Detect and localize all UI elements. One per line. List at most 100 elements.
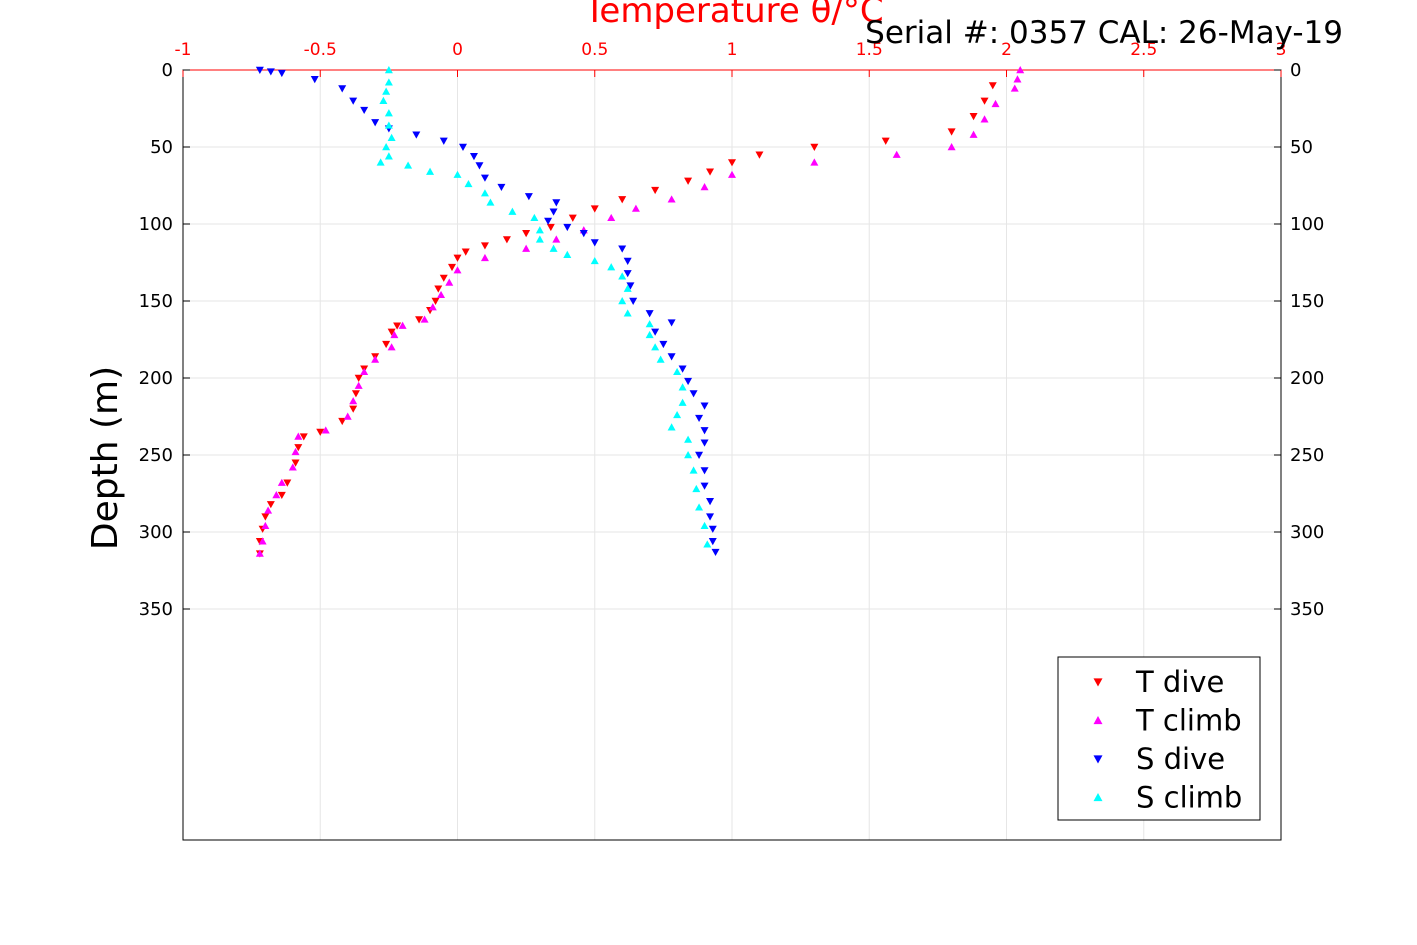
data-point: [426, 167, 435, 175]
data-point: [393, 322, 402, 330]
series-t-dive: [255, 82, 997, 558]
data-point: [453, 266, 462, 274]
y-tick-label: 300: [139, 522, 173, 543]
data-point: [412, 131, 421, 139]
legend-label: T climb: [1135, 704, 1242, 738]
data-point: [291, 447, 300, 456]
data-point: [623, 284, 632, 292]
data-point: [530, 213, 539, 222]
x-tick-label: 0.5: [581, 40, 608, 60]
data-point: [291, 459, 300, 467]
data-point: [382, 143, 391, 151]
data-point: [695, 503, 704, 511]
x-tick-label: 2.5: [1130, 40, 1157, 60]
data-point: [261, 521, 270, 530]
data-point: [384, 66, 393, 74]
data-point: [579, 230, 588, 238]
data-point: [360, 106, 369, 115]
y-tick-label-right: 300: [1290, 522, 1324, 543]
data-point: [549, 244, 558, 252]
y-tick-label: 200: [139, 368, 173, 389]
data-point: [667, 319, 676, 327]
legend-marker: [1093, 716, 1103, 725]
data-point: [623, 257, 632, 265]
data-point: [497, 183, 506, 192]
data-point: [316, 428, 325, 436]
x-tick-label: -0.5: [304, 40, 337, 60]
data-point: [667, 423, 676, 431]
data-point: [700, 427, 709, 435]
legend: T dive T climb S dive S climb: [1057, 656, 1261, 821]
data-point: [1013, 75, 1022, 83]
data-point: [354, 381, 363, 389]
data-point: [631, 204, 640, 212]
data-point: [708, 525, 717, 533]
legend-label: S climb: [1136, 781, 1242, 815]
data-point: [645, 310, 654, 318]
data-point: [892, 150, 901, 158]
chart-title: Temperature θ/°C: [583, 0, 883, 31]
data-point: [695, 414, 704, 423]
data-point: [360, 367, 369, 376]
data-point: [700, 402, 709, 410]
data-point: [700, 482, 709, 490]
x-tick-label: 2: [1001, 40, 1012, 60]
data-point: [508, 207, 517, 215]
data-point: [398, 321, 407, 329]
data-point: [382, 87, 391, 95]
data-point: [678, 365, 687, 373]
legend-marker: [1093, 755, 1103, 764]
data-point: [618, 297, 627, 305]
data-point: [618, 272, 627, 280]
data-point: [464, 179, 473, 188]
data-point: [272, 491, 281, 499]
y-tick-label-right: 100: [1290, 214, 1324, 235]
data-point: [969, 130, 978, 138]
data-point: [404, 161, 413, 169]
data-point: [264, 506, 273, 514]
y-tick-label: 150: [139, 291, 173, 312]
data-point: [991, 99, 1000, 108]
data-point: [266, 501, 275, 509]
data-point: [371, 355, 380, 363]
y-tick-label-right: 200: [1290, 368, 1324, 389]
data-point: [645, 320, 654, 328]
data-point: [453, 254, 462, 262]
legend-box: [1057, 656, 1261, 821]
data-point: [415, 316, 424, 324]
data-point: [700, 467, 709, 475]
y-tick-label-right: 50: [1290, 137, 1313, 158]
data-point: [678, 398, 687, 406]
data-point: [695, 451, 704, 459]
data-point: [692, 484, 701, 493]
data-point: [700, 183, 709, 191]
data-point: [288, 463, 297, 471]
x-tick-label: -1: [175, 40, 192, 60]
data-point: [354, 374, 363, 382]
data-point: [343, 412, 352, 420]
data-point: [552, 199, 561, 207]
data-point: [706, 168, 715, 176]
data-point: [379, 96, 388, 104]
data-point: [700, 439, 709, 447]
data-point: [351, 390, 360, 398]
y-tick-label: 100: [139, 214, 173, 235]
data-point: [549, 208, 558, 216]
data-point: [689, 466, 698, 474]
data-point: [458, 143, 467, 151]
data-point: [659, 340, 668, 349]
data-point: [321, 426, 330, 434]
data-point: [568, 214, 577, 222]
data-point: [486, 198, 495, 206]
data-point: [651, 343, 660, 351]
data-point: [469, 153, 478, 161]
data-point: [590, 205, 599, 213]
y-tick-label: 250: [139, 445, 173, 466]
data-point: [673, 410, 682, 419]
data-point: [524, 193, 533, 201]
data-point: [645, 330, 654, 339]
data-point: [384, 152, 393, 160]
data-point: [384, 121, 393, 129]
data-point: [420, 315, 429, 323]
